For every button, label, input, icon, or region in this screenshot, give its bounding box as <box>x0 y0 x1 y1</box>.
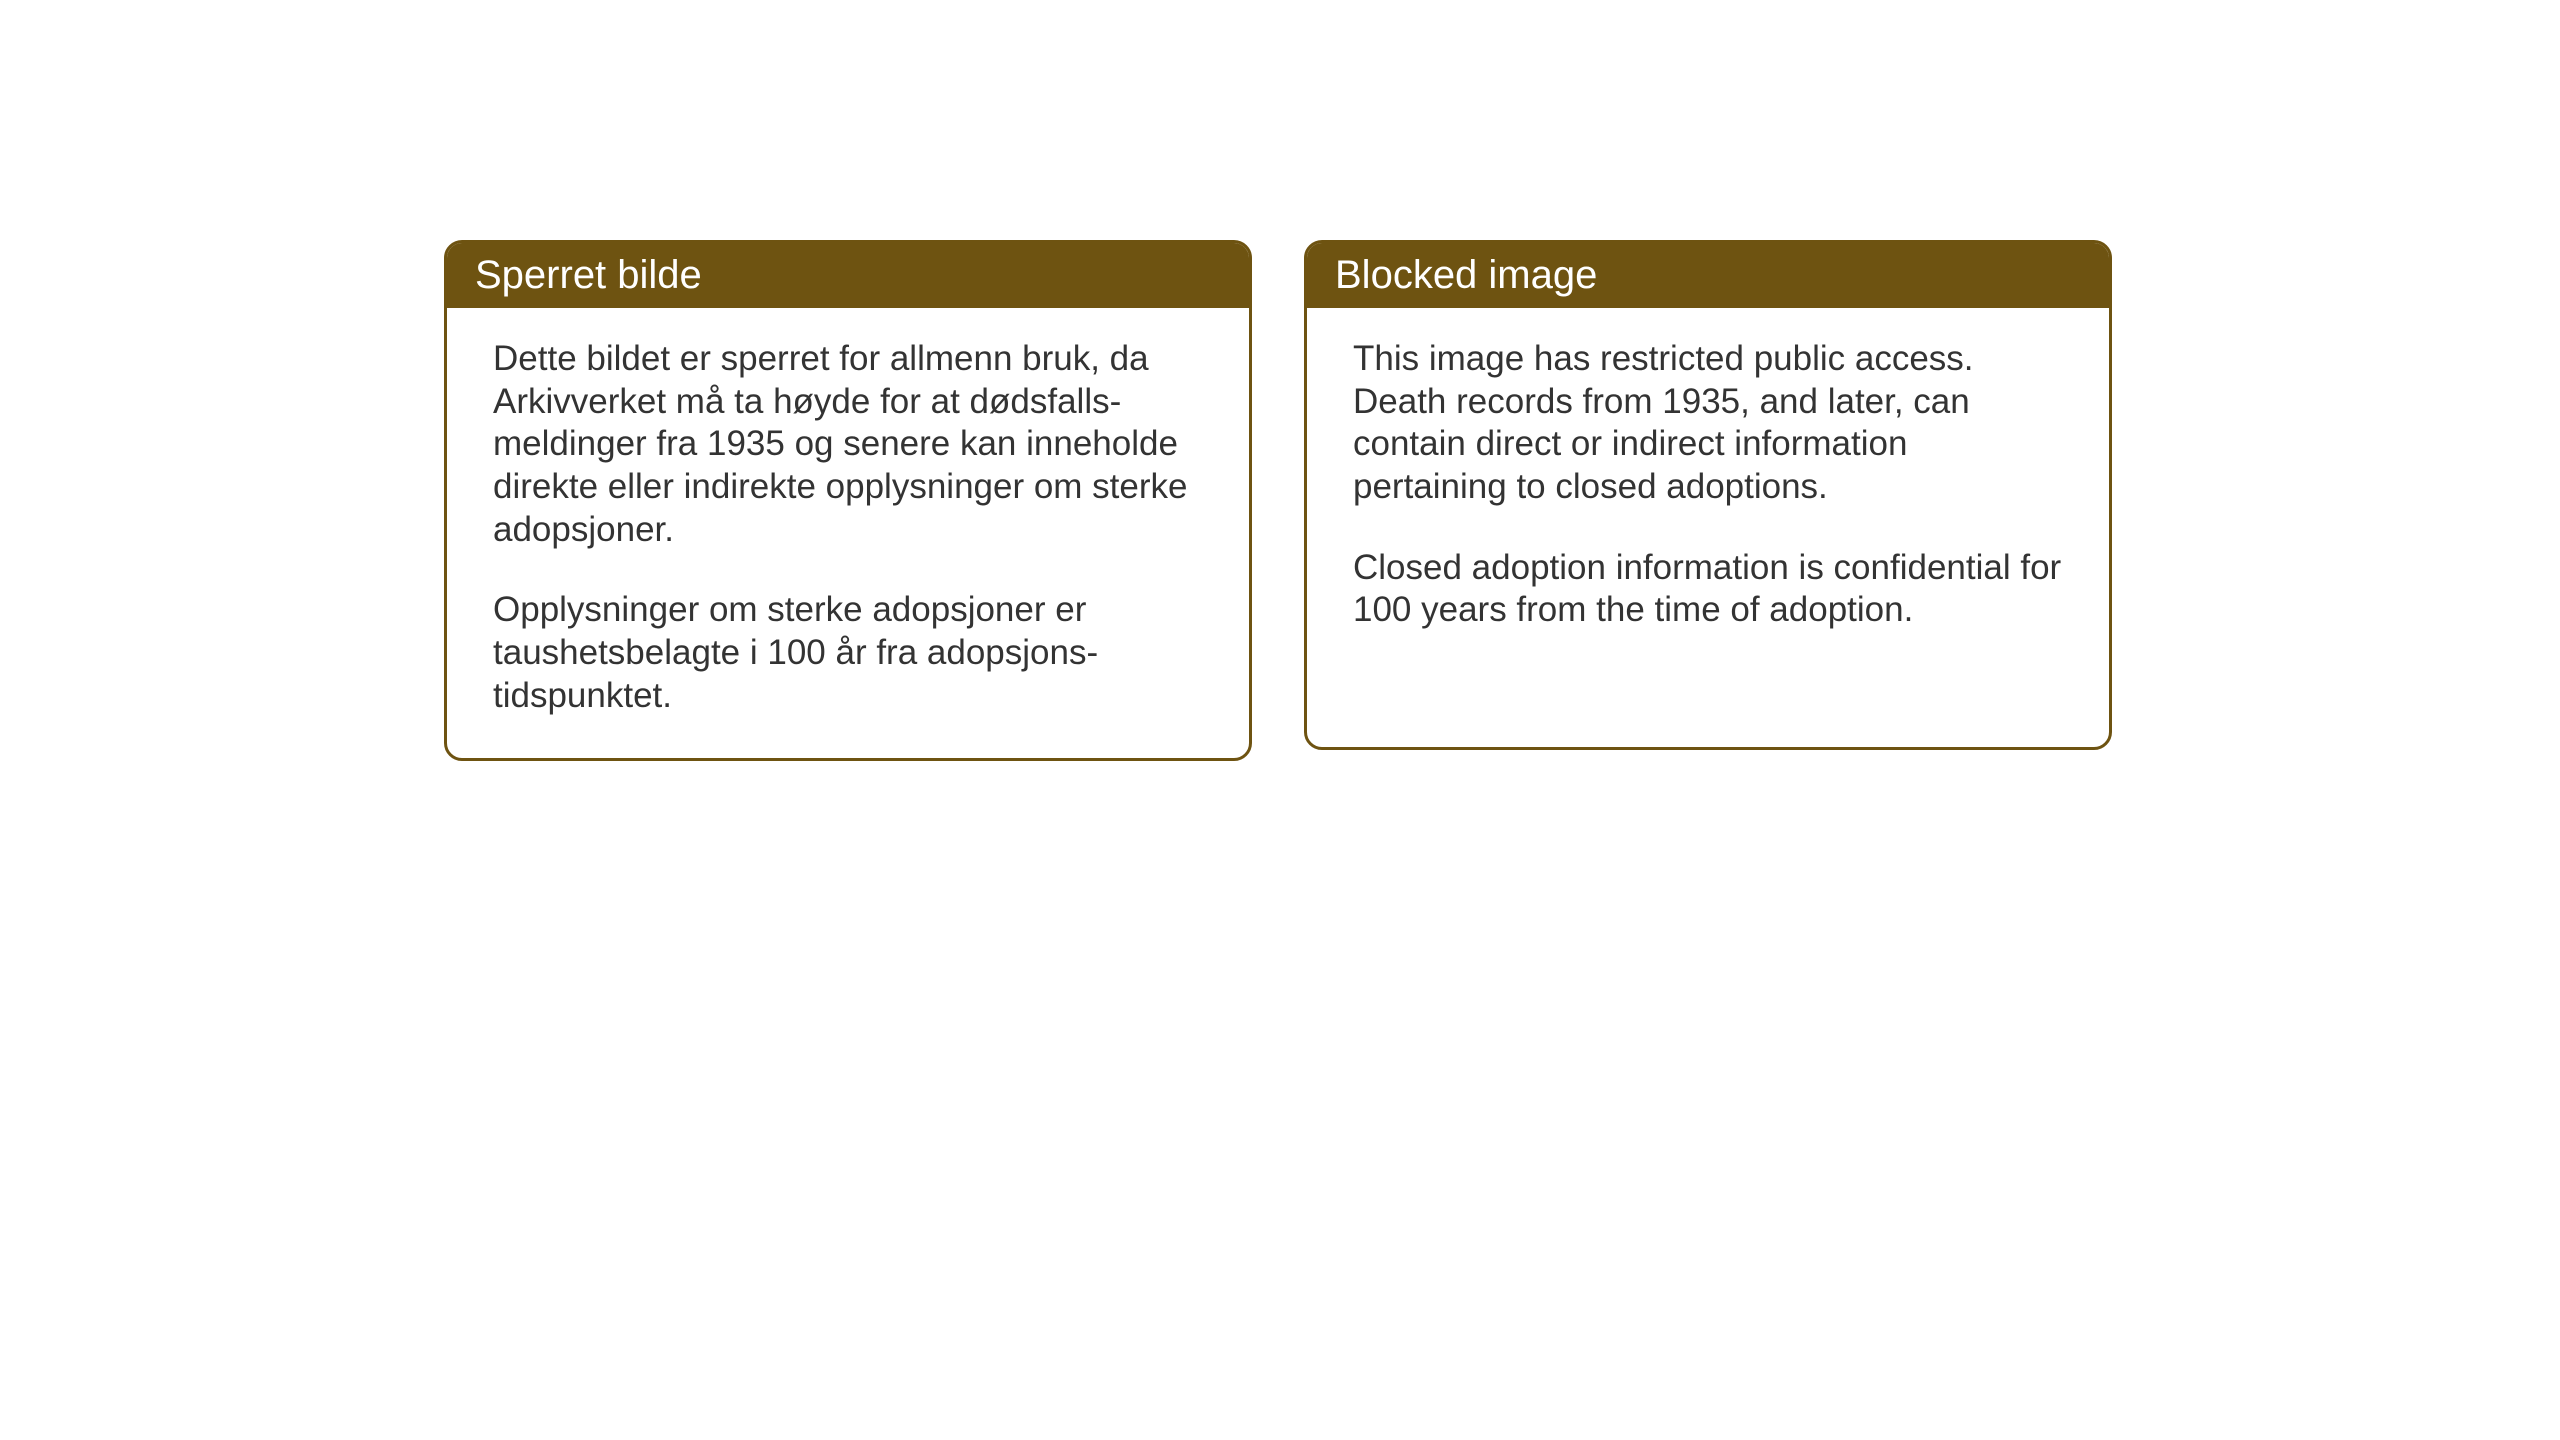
notice-header-norwegian: Sperret bilde <box>447 243 1249 308</box>
notice-body-english: This image has restricted public access.… <box>1307 308 2109 672</box>
notice-paragraph-2-english: Closed adoption information is confident… <box>1353 547 2063 632</box>
notice-title-norwegian: Sperret bilde <box>475 253 702 297</box>
notice-title-english: Blocked image <box>1335 253 1597 297</box>
notice-paragraph-1-norwegian: Dette bildet er sperret for allmenn bruk… <box>493 338 1203 551</box>
notice-paragraph-1-english: This image has restricted public access.… <box>1353 338 2063 509</box>
notice-container: Sperret bilde Dette bildet er sperret fo… <box>444 240 2112 761</box>
notice-box-norwegian: Sperret bilde Dette bildet er sperret fo… <box>444 240 1252 761</box>
notice-box-english: Blocked image This image has restricted … <box>1304 240 2112 750</box>
notice-body-norwegian: Dette bildet er sperret for allmenn bruk… <box>447 308 1249 758</box>
notice-paragraph-2-norwegian: Opplysninger om sterke adopsjoner er tau… <box>493 589 1203 717</box>
notice-header-english: Blocked image <box>1307 243 2109 308</box>
